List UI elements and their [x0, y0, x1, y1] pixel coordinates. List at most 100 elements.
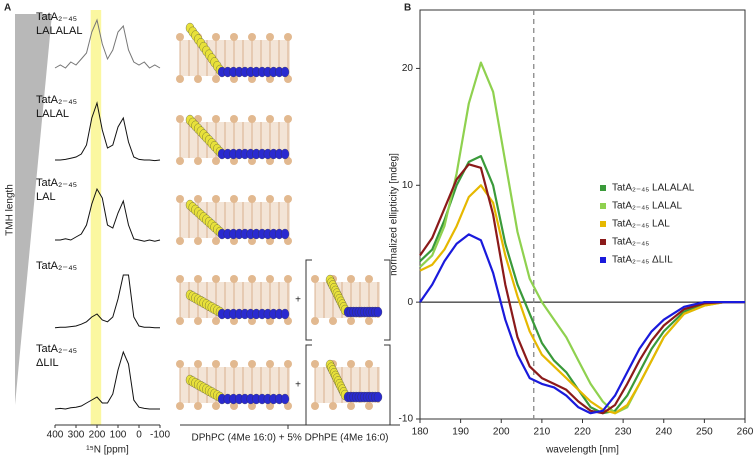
plus-sign: + — [295, 380, 301, 391]
lipid-head — [329, 317, 337, 325]
lipid-head — [230, 402, 238, 410]
membrane-cartoon — [176, 114, 292, 165]
spectrum-label: TatA₂₋₄₅ LAL — [36, 177, 78, 203]
x-axis-label: ¹⁵N [ppm] — [86, 445, 129, 456]
highlight-band — [90, 10, 102, 425]
legend-label: TatA₂₋₄₅ LAL — [612, 219, 670, 230]
bracket — [305, 259, 391, 341]
helix-turn — [280, 228, 290, 240]
lipid-head — [212, 195, 220, 203]
lipid-head — [284, 275, 292, 283]
y-tick-label: 20 — [402, 63, 414, 74]
x-tick-label: 240 — [655, 427, 672, 438]
lipid-head — [212, 275, 220, 283]
lipid-head — [212, 115, 220, 123]
lipid-head — [365, 317, 373, 325]
lipid-head — [212, 157, 220, 165]
x-tick-label: 0 — [136, 430, 142, 441]
x-tick-label: 400 — [47, 430, 64, 441]
lipid-head — [284, 360, 292, 368]
lipid-head — [230, 115, 238, 123]
spectrum — [54, 350, 160, 410]
spectrum-label: TatA₂₋₄₅ LALAL — [36, 94, 78, 120]
legend-label: TatA₂₋₄₅ — [612, 237, 649, 248]
lipid-head — [248, 33, 256, 41]
lipid-head — [248, 360, 256, 368]
y-tick-label: -10 — [399, 414, 414, 425]
lipid-head — [176, 402, 184, 410]
cd-line — [419, 184, 745, 415]
spectrum — [55, 101, 161, 162]
helix-turn — [280, 66, 290, 78]
lipid-head — [212, 317, 220, 325]
spectrum-label: TatA₂₋₄₅ — [36, 260, 78, 272]
lipid-head — [311, 360, 319, 368]
cd-line — [419, 155, 745, 415]
lipid-head — [365, 402, 373, 410]
lipid-head — [230, 275, 238, 283]
legend-swatch — [600, 203, 606, 209]
lipid-head — [284, 115, 292, 123]
lipid-head — [329, 402, 337, 410]
helix-turn — [373, 391, 383, 403]
legend-label: TatA₂₋₄₅ ΔLIL — [612, 255, 673, 266]
helix-turn — [280, 148, 290, 160]
tmh-triangle — [15, 14, 52, 405]
x-tick-label: 180 — [412, 427, 429, 438]
spectrum — [54, 18, 161, 69]
lipid-head — [365, 275, 373, 283]
helix-turn — [280, 393, 290, 405]
x-tick-label: 190 — [452, 427, 469, 438]
x-tick-label: 260 — [737, 427, 754, 438]
lipid-head — [230, 157, 238, 165]
helix-turn — [280, 308, 290, 320]
lipid-head — [248, 115, 256, 123]
membrane-cartoon — [176, 360, 292, 410]
x-axis-label: wavelength [nm] — [545, 445, 619, 456]
lipid-head — [230, 237, 238, 245]
lipid-head — [176, 115, 184, 123]
membrane-cartoon — [176, 22, 292, 83]
lipid-head — [266, 360, 274, 368]
lipid-head — [194, 317, 202, 325]
legend-swatch — [600, 221, 606, 227]
lipid-head — [248, 275, 256, 283]
lipid-head — [176, 275, 184, 283]
lipid-head — [176, 317, 184, 325]
lipid-head — [212, 33, 220, 41]
lipid-head — [194, 157, 202, 165]
y-axis-label: TMH length — [5, 184, 16, 236]
lipid-head — [176, 33, 184, 41]
lipid-head — [194, 237, 202, 245]
lipid-head — [212, 75, 220, 83]
lipid-head — [194, 275, 202, 283]
membrane-cartoon — [311, 274, 383, 325]
membrane-cartoon — [176, 275, 292, 325]
x-tick-label: 200 — [493, 427, 510, 438]
x-tick-label: 250 — [696, 427, 713, 438]
lipid-head — [212, 237, 220, 245]
lipid-head — [311, 402, 319, 410]
panel-label: A — [4, 3, 11, 14]
lipid-head — [266, 275, 274, 283]
legend-swatch — [600, 185, 606, 191]
legend-label: TatA₂₋₄₅ LALALAL — [612, 183, 695, 194]
lipid-head — [284, 33, 292, 41]
lipid-head — [266, 115, 274, 123]
spectrum-label: TatA₂₋₄₅ ΔLIL — [36, 343, 78, 369]
cd-line — [419, 61, 745, 415]
panel-label: B — [404, 3, 411, 14]
lipid-head — [230, 75, 238, 83]
legend-label: TatA₂₋₄₅ LALAL — [612, 201, 683, 212]
x-tick-label: 300 — [68, 430, 85, 441]
lipid-head — [230, 360, 238, 368]
lipid-head — [347, 402, 355, 410]
plus-sign: + — [295, 295, 301, 306]
lipid-head — [266, 195, 274, 203]
lipid-head — [347, 317, 355, 325]
spectrum — [54, 274, 160, 329]
x-tick-label: 220 — [574, 427, 591, 438]
x-tick-label: 210 — [534, 427, 551, 438]
